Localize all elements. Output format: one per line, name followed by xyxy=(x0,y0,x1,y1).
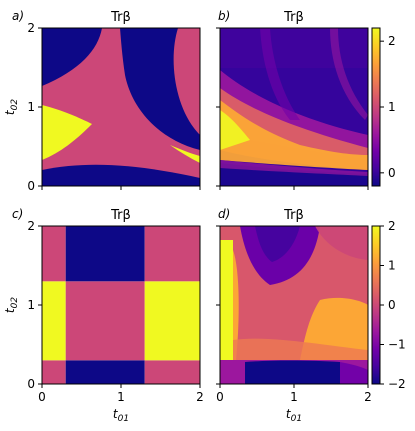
colorbar-d xyxy=(371,225,381,385)
ytick-label: 1 xyxy=(27,298,35,312)
panel-d-heatmap xyxy=(220,226,368,384)
panel-title: Trβ xyxy=(110,10,131,25)
panel-c xyxy=(41,225,201,385)
heatmap-cell-r1-c1 xyxy=(65,281,145,361)
heatmap-cell-r1-c2 xyxy=(144,281,200,361)
y-axis-label: t02 xyxy=(3,99,20,115)
colorbar-d-gradient xyxy=(372,226,380,384)
heatmap-cell-r0-c0 xyxy=(42,360,66,384)
panel-label: b) xyxy=(218,9,230,23)
colorbar-tick-label: 1 xyxy=(388,100,396,114)
colorbar-tick-label: 0 xyxy=(388,298,396,312)
xtick-label: 1 xyxy=(117,390,125,404)
ytick-label: 1 xyxy=(27,100,35,114)
heatmap-cell-r1-c0 xyxy=(42,281,66,361)
panel-c-heatmap xyxy=(42,226,200,384)
heatmap-cell-r2-c2 xyxy=(144,226,200,282)
colorbar-tick-label: 2 xyxy=(388,219,396,233)
colorbar-tick-label: −1 xyxy=(388,338,406,352)
region-dark-bottom xyxy=(42,164,200,186)
x-axis-label: t01 xyxy=(286,407,302,424)
heatmap-cell-r0-c2 xyxy=(144,360,200,384)
colorbar-tick-label: 1 xyxy=(388,259,396,273)
y-axis-label: t02 xyxy=(3,297,20,313)
colorbar-tick-label: −2 xyxy=(388,377,406,391)
region-dark-top-center xyxy=(120,28,200,150)
ytick-label: 2 xyxy=(27,219,35,233)
panel-label: c) xyxy=(12,207,23,221)
heatmap-cell-r2-c0 xyxy=(42,226,66,282)
region-yellow-right xyxy=(170,145,200,163)
region-dark-top-left xyxy=(42,28,102,86)
panel-a xyxy=(41,27,201,187)
ytick-label: 2 xyxy=(27,21,35,35)
region-yellow-left xyxy=(220,240,233,360)
xtick-label: 0 xyxy=(38,390,46,404)
region-dark-bottom xyxy=(245,360,340,384)
xtick-label: 1 xyxy=(290,390,298,404)
panel-title: Trβ xyxy=(110,208,131,223)
region-yellow-left xyxy=(42,105,92,160)
x-axis-label: t01 xyxy=(113,407,129,424)
ytick-label: 0 xyxy=(27,179,35,193)
ytick-label: 0 xyxy=(27,377,35,391)
xtick-label: 2 xyxy=(196,390,204,404)
panel-title: Trβ xyxy=(283,10,304,25)
colorbar-b-gradient xyxy=(372,28,380,186)
colorbar-tick-label: 2 xyxy=(388,34,396,48)
panel-b-heatmap xyxy=(220,28,368,186)
panel-title: Trβ xyxy=(283,208,304,223)
panel-label: a) xyxy=(12,9,24,23)
colorbar-b xyxy=(371,27,381,187)
xtick-label: 0 xyxy=(216,390,224,404)
panel-b xyxy=(219,27,369,187)
colorbar-tick-label: 0 xyxy=(388,166,396,180)
heatmap-cell-r0-c1 xyxy=(65,360,145,384)
panel-d xyxy=(219,225,369,385)
heatmap-cell-r2-c1 xyxy=(65,226,145,282)
panel-label: d) xyxy=(218,207,230,221)
panel-a-heatmap xyxy=(42,28,200,186)
xtick-label: 2 xyxy=(364,390,372,404)
